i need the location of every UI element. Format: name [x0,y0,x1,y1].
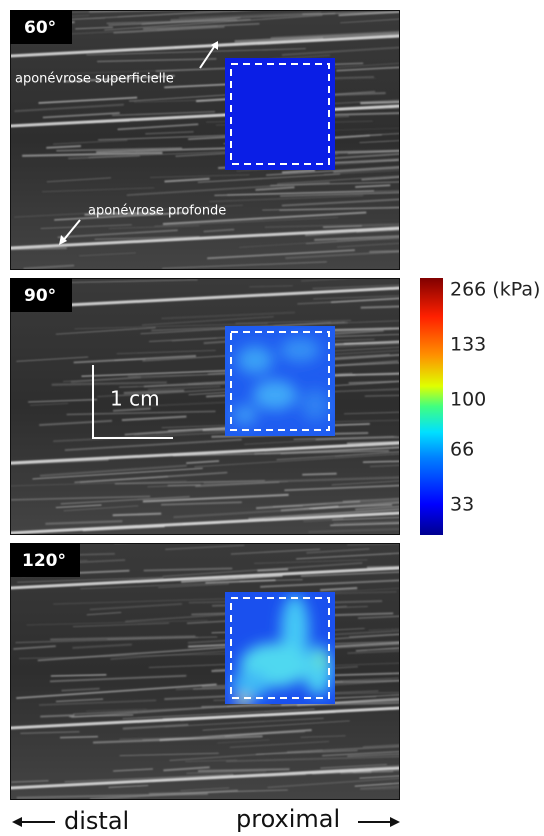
annotation: aponévrose profonde [88,204,226,219]
elasto-120 [225,592,335,707]
colorbar-label: 33 [450,494,474,516]
panel-label: 120° [22,551,66,571]
elasto-60 [225,58,335,170]
fiber [187,275,266,278]
fiber [302,474,336,475]
colorbar-label: 100 [450,389,486,411]
fiber [60,737,98,738]
scale-label: 1 cm [110,387,160,411]
colorbar-label: 133 [450,334,486,356]
arrow-head [12,817,22,827]
arrow-head [390,817,400,827]
direction-label: distal [64,807,129,835]
ultrasound-bg [10,543,400,800]
fiber [114,538,232,543]
figure: 60° 90° 120° aponévrose superficielle ap… [0,0,544,836]
panel-label: 90° [24,286,56,306]
elasto-90 [225,326,335,436]
elasto-map [225,58,335,170]
colorbar-label: 266 (kPa) [450,279,540,301]
direction-label: proximal [236,805,340,833]
fiber [257,569,288,570]
fiber [341,5,429,10]
annotation: aponévrose superficielle [15,72,174,87]
fiber [232,7,308,10]
colorbar [420,278,443,535]
panel-label: 60° [24,18,56,38]
colorbar-label: 66 [450,439,474,461]
